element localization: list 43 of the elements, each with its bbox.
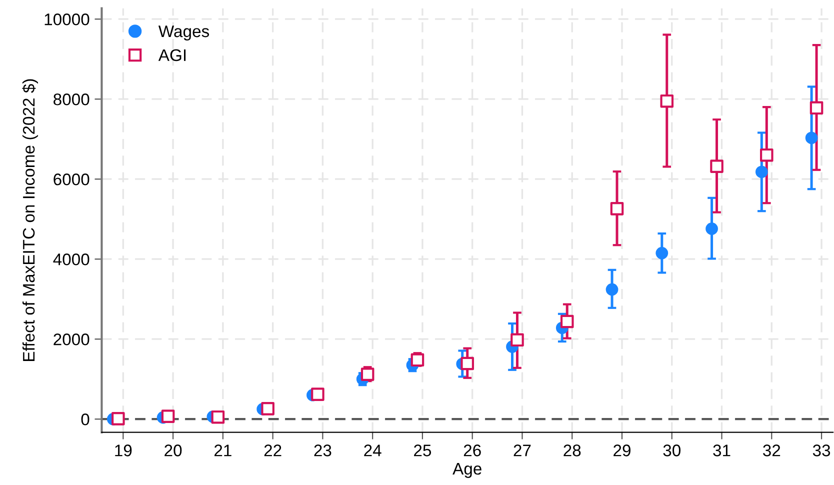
x-axis-title: Age — [452, 463, 482, 478]
x-tick-label: 19 — [115, 444, 132, 456]
y-tick-label: 10000 — [44, 14, 90, 26]
y-tick-label: 8000 — [54, 94, 90, 106]
x-tick-label: 21 — [214, 444, 232, 456]
x-tick-label: 24 — [364, 444, 382, 456]
x-tick-label: 32 — [763, 444, 780, 456]
point — [606, 283, 618, 296]
y-tick-label: 6000 — [54, 174, 90, 186]
point — [656, 246, 668, 260]
y-axis-title: Effect of MaxEITC on Income (2022 $) — [22, 79, 38, 361]
point — [261, 402, 274, 416]
point — [211, 410, 225, 424]
y-tick-label: 2000 — [54, 334, 90, 346]
y-tick-label: 4000 — [53, 254, 90, 266]
x-tick-label: 29 — [614, 444, 630, 456]
point — [760, 148, 774, 162]
x-tick-label: 27 — [514, 444, 531, 456]
point — [755, 166, 768, 178]
x-tick-label: 25 — [414, 444, 432, 456]
point — [460, 356, 474, 370]
x-tick-label: 20 — [164, 444, 182, 456]
point — [710, 160, 724, 173]
x-tick-label: 31 — [713, 444, 730, 456]
point — [161, 410, 175, 423]
point — [610, 202, 624, 216]
point — [660, 94, 674, 108]
x-tick-label: 23 — [314, 444, 332, 456]
point — [706, 222, 718, 235]
x-tick-label: 28 — [564, 444, 581, 456]
legend-label: Wages — [158, 26, 210, 41]
point — [311, 388, 324, 401]
legend-label: AGI — [158, 49, 186, 62]
x-tick-label: 26 — [464, 444, 481, 456]
point — [112, 412, 125, 426]
point — [810, 101, 824, 115]
x-tick-label: 33 — [812, 444, 830, 456]
point — [560, 314, 574, 328]
point — [805, 132, 818, 144]
point — [510, 333, 524, 347]
x-tick-label: 22 — [264, 444, 282, 456]
y-tick-label: 0 — [81, 414, 90, 426]
x-tick-label: 30 — [663, 444, 680, 456]
